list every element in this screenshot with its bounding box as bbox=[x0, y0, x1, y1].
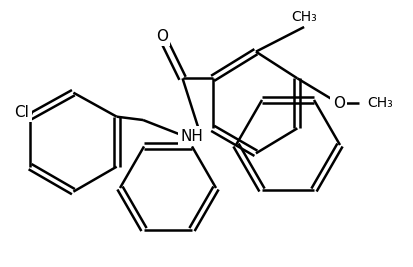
Text: O: O bbox=[155, 29, 167, 44]
Text: O: O bbox=[332, 96, 344, 111]
Text: CH₃: CH₃ bbox=[366, 96, 392, 110]
Text: CH₃: CH₃ bbox=[290, 10, 316, 24]
Text: Cl: Cl bbox=[14, 105, 29, 120]
Text: NH: NH bbox=[180, 128, 203, 143]
